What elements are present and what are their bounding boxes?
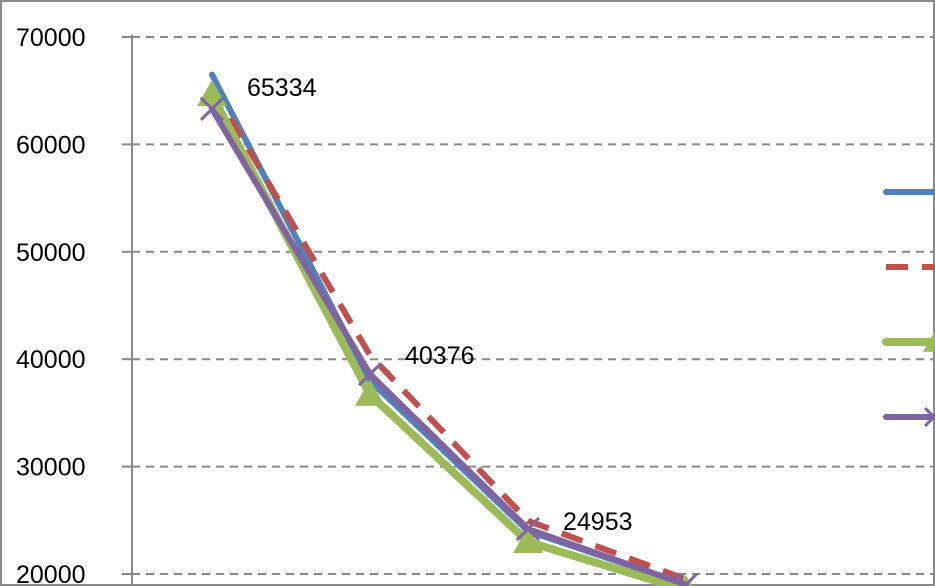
- legend-series-4-marker: [923, 406, 935, 428]
- y-tick-label: 70000: [16, 24, 86, 52]
- legend: [882, 189, 935, 428]
- series-4-marker: [357, 362, 383, 387]
- legend-series-3-marker: [923, 330, 935, 352]
- data-label: 65334: [247, 74, 317, 102]
- data-label: 24953: [563, 508, 633, 536]
- y-tick-label: 60000: [16, 131, 86, 159]
- axes: 20000 30000 40000 50000 60000 70000: [16, 24, 133, 586]
- series-3-marker: [355, 379, 385, 406]
- y-tick-label: 40000: [16, 346, 86, 374]
- series-2-line: [209, 85, 688, 583]
- series-3-marker: [513, 526, 543, 554]
- data-labels: 65334 40376 24953: [247, 74, 633, 536]
- y-tick-label: 20000: [16, 561, 86, 586]
- series-lines: [197, 71, 699, 586]
- gridlines: [132, 36, 935, 575]
- series-4-marker: [515, 516, 541, 541]
- series-4-marker: [673, 572, 699, 586]
- series-4-line: [209, 106, 689, 586]
- y-tick-label: 30000: [16, 454, 86, 482]
- series-4-marker: [199, 96, 225, 122]
- data-label: 40376: [405, 342, 475, 370]
- y-tick-label: 50000: [16, 239, 86, 267]
